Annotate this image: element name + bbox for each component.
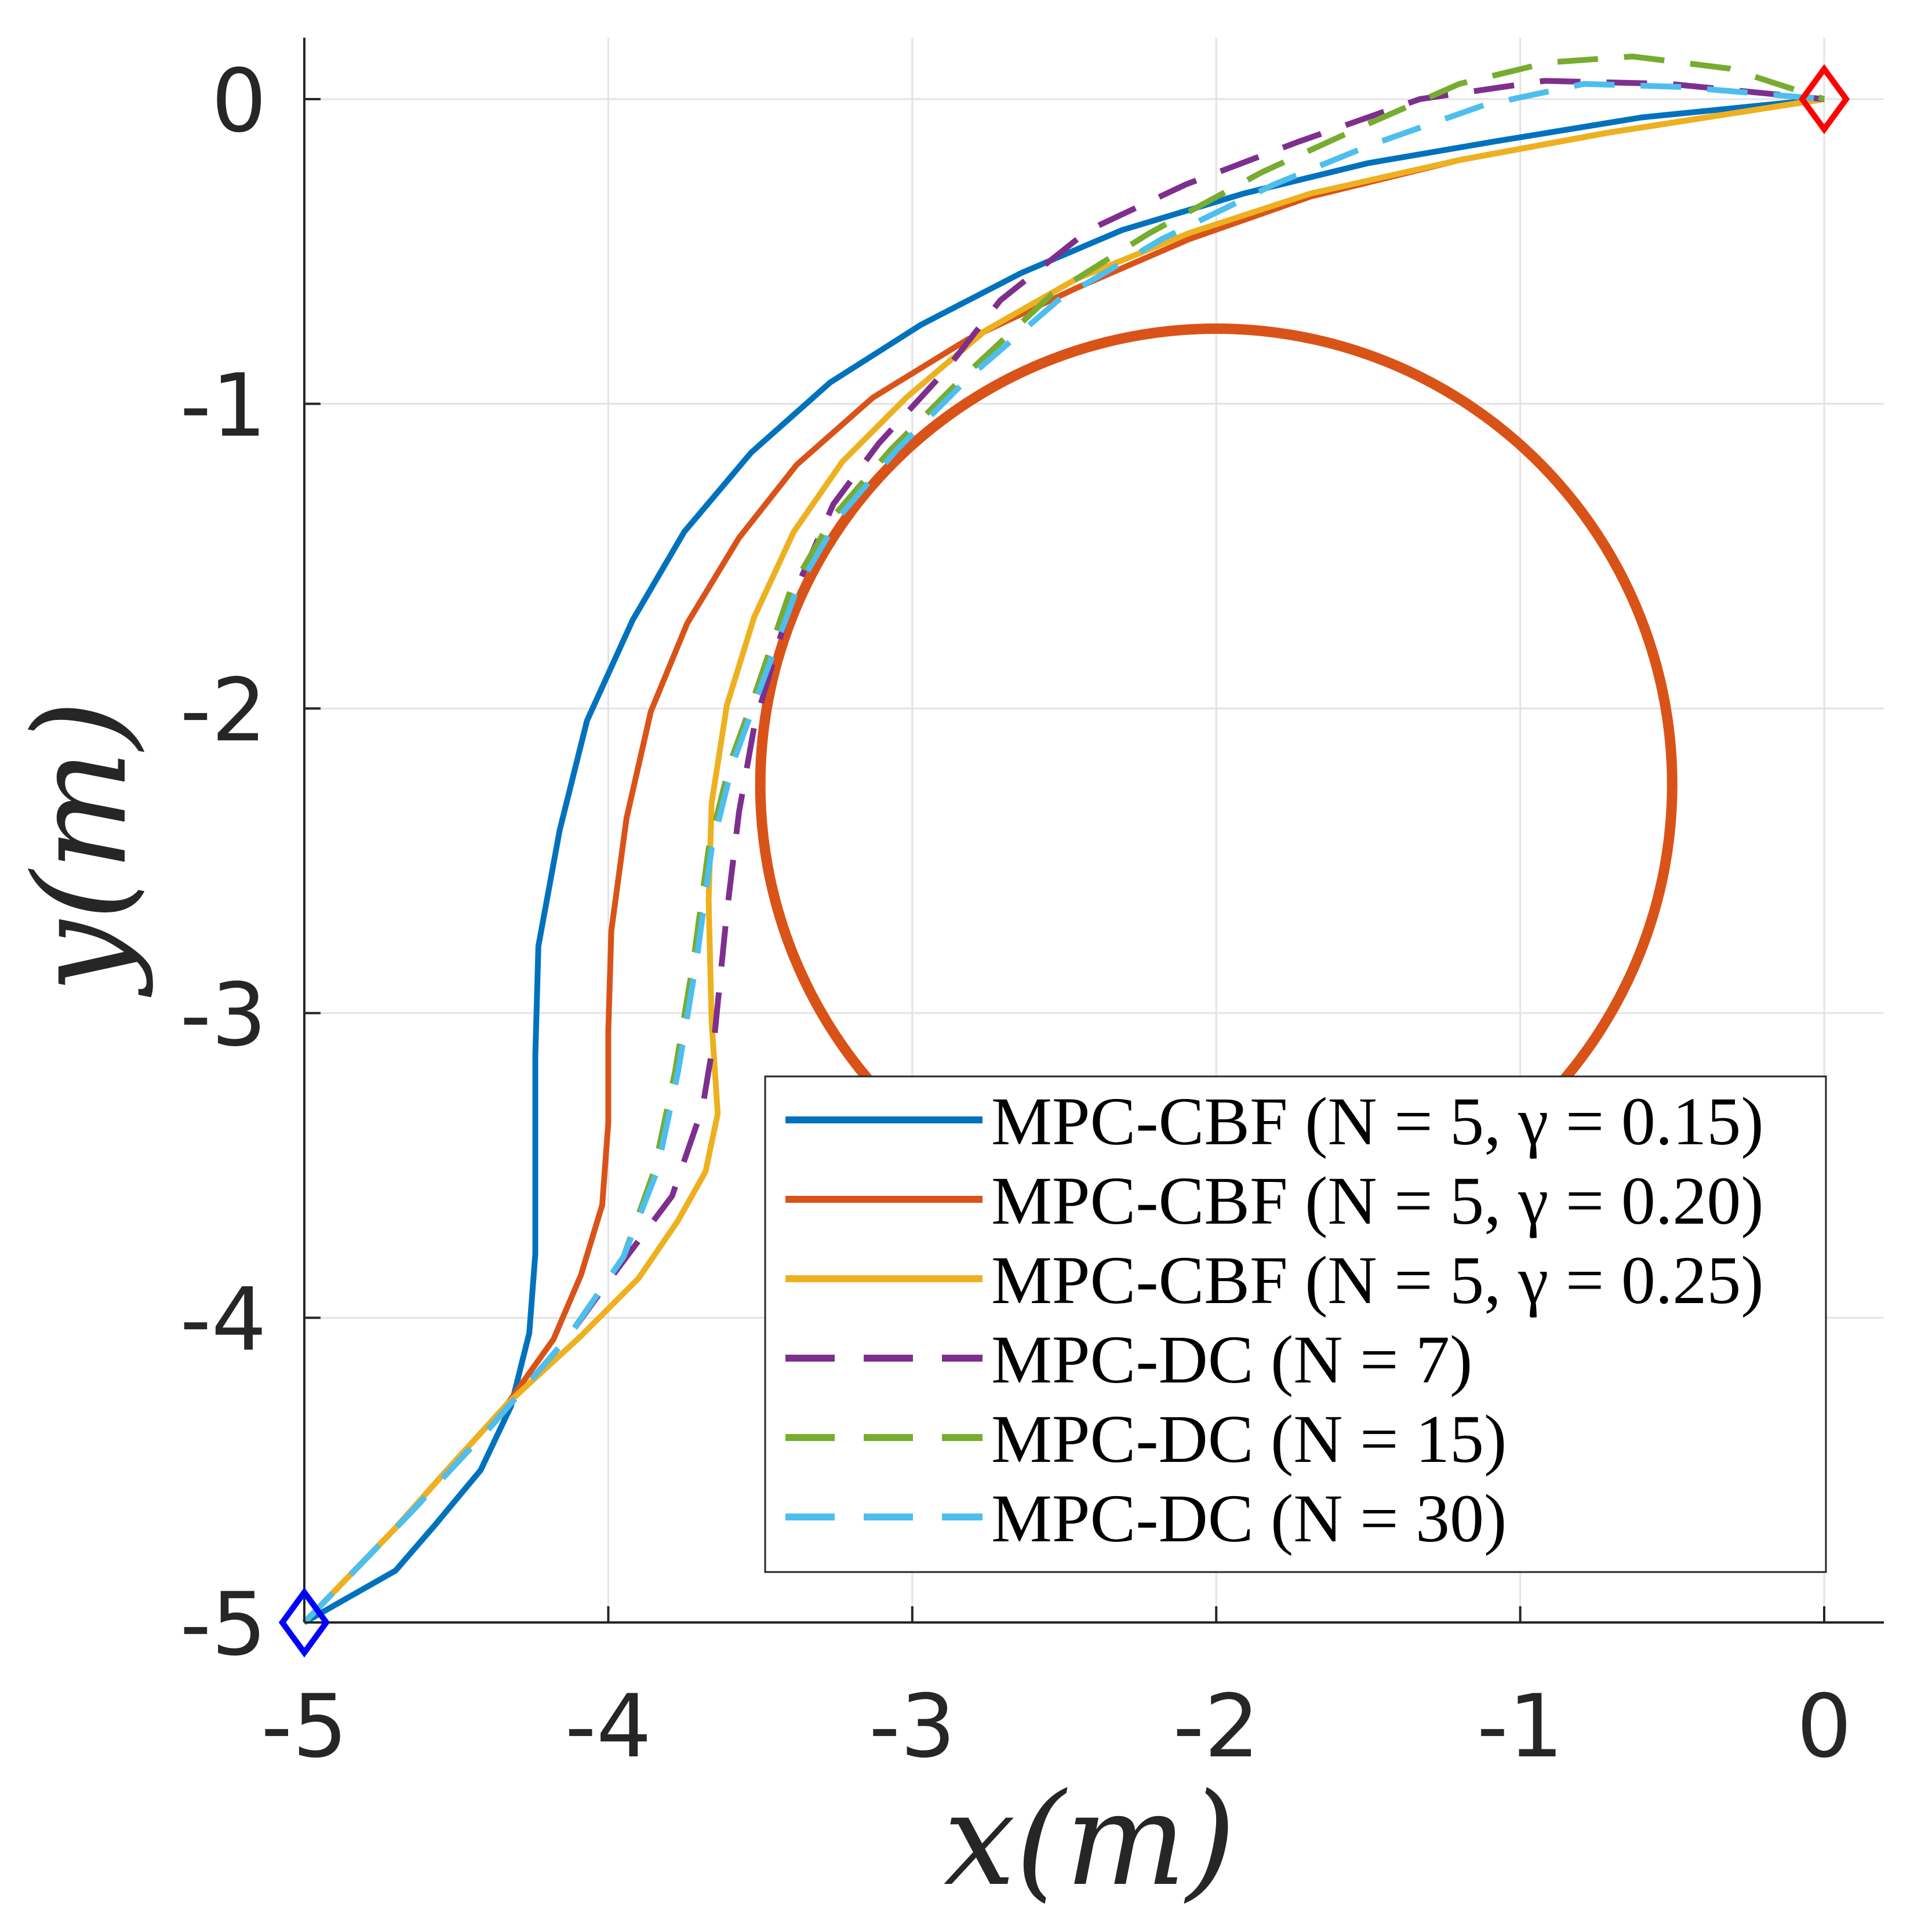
series-line-2 (302, 96, 1825, 1625)
x-tick-label: 0 (1796, 1676, 1851, 1777)
y-tick-label: -2 (180, 660, 267, 761)
markers-layer (278, 64, 1850, 1658)
x-axis-label: x(m) (944, 1766, 1236, 1914)
series-line-6 (302, 81, 1825, 1625)
legend-label-5: MPC-DC (N = 15) (991, 1401, 1507, 1477)
x-tick-label: -3 (869, 1676, 956, 1777)
x-tick-label: -5 (261, 1676, 348, 1777)
legend-label-4: MPC-DC (N = 7) (991, 1322, 1472, 1398)
legend-box (764, 1075, 1827, 1573)
y-tick-labels: 0 -1 -2 -3 -4 -5 (180, 51, 267, 1675)
x-tick-label: -1 (1477, 1676, 1564, 1777)
series-line-1 (303, 96, 1825, 1625)
legend-label-6: MPC-DC (N = 30) (991, 1480, 1507, 1556)
series-line-3 (302, 96, 1825, 1625)
x-tick-label: -4 (565, 1676, 652, 1777)
legend: MPC-CBF (N = 5, γ = 0.15)MPC-CBF (N = 5,… (764, 1075, 1827, 1573)
y-tick-label: -1 (180, 356, 267, 457)
axes (303, 38, 1884, 1624)
legend-label-3: MPC-CBF (N = 5, γ = 0.25) (991, 1242, 1764, 1318)
legend-label-1: MPC-CBF (N = 5, γ = 0.15) (991, 1083, 1764, 1159)
y-tick-label: -4 (180, 1269, 267, 1370)
goal-marker-diamond (1798, 64, 1850, 134)
y-tick-label: -5 (180, 1574, 267, 1675)
y-axis-label: y(m) (6, 700, 155, 998)
y-tick-label: 0 (212, 51, 267, 152)
series-layer (302, 53, 1825, 1625)
x-tick-label: -2 (1173, 1676, 1260, 1777)
legend-label-2: MPC-CBF (N = 5, γ = 0.20) (991, 1163, 1764, 1239)
x-tick-labels: -5 -4 -3 -2 -1 0 (261, 1676, 1852, 1777)
y-tick-label: -3 (180, 965, 267, 1066)
start-marker-diamond (278, 1587, 330, 1658)
